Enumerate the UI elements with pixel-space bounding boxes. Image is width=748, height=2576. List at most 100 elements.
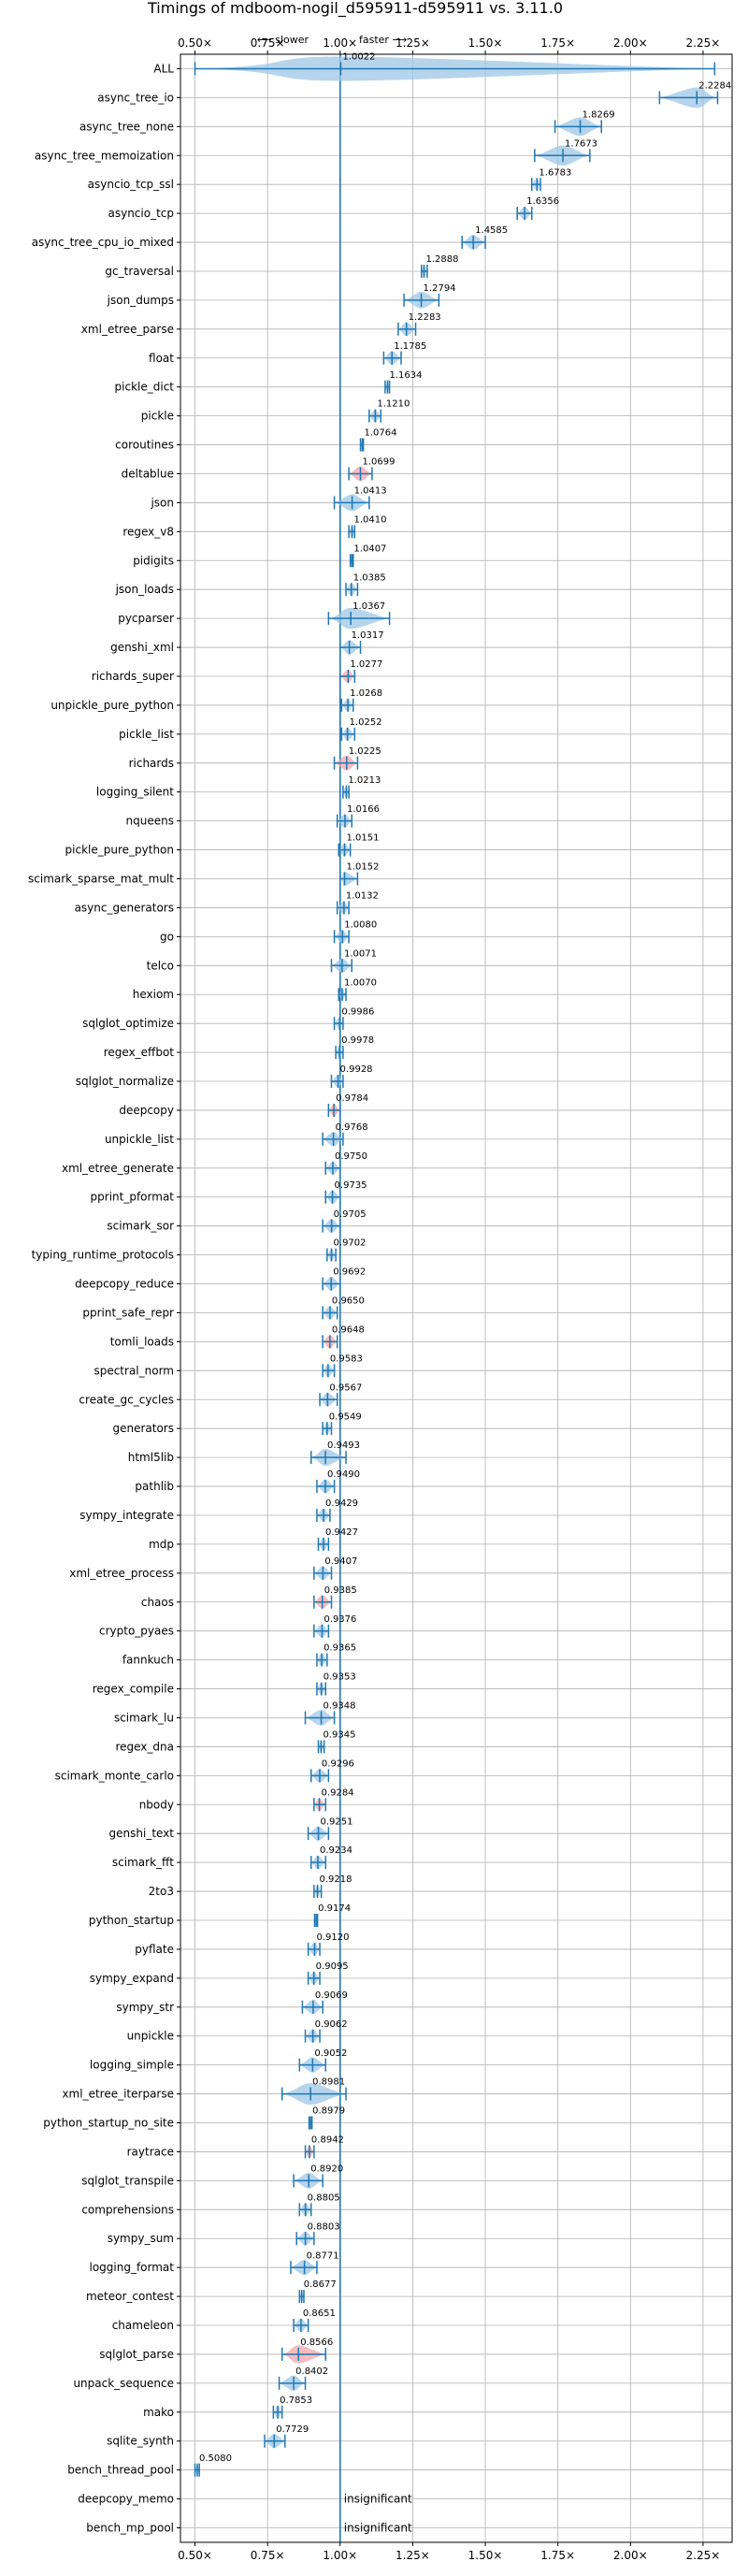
benchmark-label: sqlglot_optimize bbox=[82, 1017, 174, 1030]
benchmark-label: richards bbox=[129, 757, 174, 770]
benchmark-label: sympy_str bbox=[116, 2001, 174, 2014]
value-label: 0.9174 bbox=[318, 1903, 351, 1914]
insignificant-label: insignificant bbox=[344, 2493, 412, 2506]
insignificant-label: insignificant bbox=[344, 2522, 412, 2535]
benchmark-label: ALL bbox=[153, 62, 174, 75]
value-label: 0.9650 bbox=[332, 1296, 365, 1307]
benchmark-label: coroutines bbox=[115, 439, 174, 452]
benchmark-label: regex_dna bbox=[115, 1740, 174, 1753]
grid-layer bbox=[177, 51, 732, 2546]
value-label: 1.6356 bbox=[526, 196, 559, 207]
benchmark-label: asyncio_tcp bbox=[108, 207, 174, 220]
x-tick-label-bottom: 1.50× bbox=[468, 2549, 503, 2562]
value-label: 0.5080 bbox=[199, 2453, 232, 2464]
benchmark-label: crypto_pyaes bbox=[99, 1625, 174, 1638]
benchmark-label: comprehensions bbox=[81, 2203, 174, 2216]
benchmark-label: python_startup bbox=[89, 1914, 174, 1927]
value-label: 1.0252 bbox=[350, 717, 382, 728]
value-label: 0.8805 bbox=[308, 2192, 340, 2203]
value-label: 0.9052 bbox=[314, 2048, 347, 2059]
benchmark-label: sqlglot_normalize bbox=[76, 1075, 174, 1088]
value-label: 1.0367 bbox=[352, 601, 385, 612]
benchmark-label: regex_compile bbox=[93, 1683, 174, 1696]
benchmark-label: async_tree_cpu_io_mixed bbox=[32, 236, 174, 249]
benchmark-label: nbody bbox=[139, 1798, 174, 1811]
direction-faster-label: faster ⟶ bbox=[359, 34, 407, 46]
value-label: 0.8402 bbox=[295, 2366, 328, 2377]
value-label: 1.0071 bbox=[344, 948, 377, 959]
marks-layer bbox=[194, 54, 719, 2542]
value-label: 1.0213 bbox=[348, 775, 381, 786]
value-label: 1.0132 bbox=[346, 891, 379, 902]
value-label: 0.8920 bbox=[310, 2164, 343, 2174]
value-label: 0.9692 bbox=[333, 1267, 366, 1278]
value-label: 0.7853 bbox=[280, 2395, 312, 2406]
benchmark-label: scimark_sor bbox=[107, 1220, 174, 1233]
value-label: 0.9345 bbox=[323, 1730, 355, 1741]
benchmark-label: unpickle_pure_python bbox=[50, 699, 174, 712]
benchmark-label: 2to3 bbox=[149, 1885, 174, 1898]
value-label: 1.0413 bbox=[354, 486, 387, 497]
value-label: 0.9735 bbox=[335, 1180, 367, 1191]
benchmark-label: sqlglot_transpile bbox=[81, 2174, 174, 2187]
value-label: 1.0166 bbox=[347, 804, 380, 815]
benchmark-label: genshi_text bbox=[109, 1827, 175, 1840]
benchmark-label: genshi_xml bbox=[110, 641, 174, 654]
value-label: 0.9978 bbox=[341, 1035, 374, 1046]
value-label: 1.7673 bbox=[565, 138, 597, 149]
value-label: 0.9705 bbox=[334, 1209, 367, 1220]
value-label: 0.9768 bbox=[336, 1122, 368, 1133]
benchmark-label: sympy_sum bbox=[108, 2232, 174, 2245]
value-label: 0.8942 bbox=[311, 2135, 344, 2146]
benchmark-label: richards_super bbox=[92, 670, 174, 683]
value-label: 0.8566 bbox=[300, 2337, 333, 2348]
benchmark-label: python_startup_no_site bbox=[43, 2117, 174, 2130]
value-label: 1.0268 bbox=[350, 688, 382, 699]
benchmark-label: xml_etree_iterparse bbox=[62, 2088, 174, 2101]
value-label: 2.2284 bbox=[698, 80, 731, 91]
x-tick-label-top: 0.50× bbox=[178, 36, 212, 50]
benchmark-label: chaos bbox=[141, 1596, 174, 1609]
benchmark-label: regex_v8 bbox=[122, 525, 174, 538]
plot-frame bbox=[180, 53, 733, 2543]
value-label: 0.9385 bbox=[324, 1585, 357, 1596]
value-label: 0.9702 bbox=[334, 1238, 367, 1249]
chart-title: Timings of mdboom-nogil_d595911-d595911 … bbox=[147, 0, 563, 18]
value-label: 1.4585 bbox=[475, 225, 508, 236]
labels-layer: 0.50× 0.50× 0.75× 0.75× 1.00× 1.00× 1.25× 1.25×… bbox=[28, 36, 731, 2562]
value-label: 0.9234 bbox=[320, 1845, 352, 1856]
value-label: 0.9986 bbox=[341, 1006, 374, 1017]
benchmark-label: gc_traversal bbox=[105, 265, 174, 278]
benchmark-label: scimark_fft bbox=[112, 1856, 174, 1869]
benchmark-label: pprint_pformat bbox=[91, 1191, 175, 1204]
value-label: 0.8981 bbox=[312, 2077, 345, 2088]
benchmark-label: mako bbox=[143, 2406, 174, 2419]
value-label: 0.9062 bbox=[315, 2019, 348, 2030]
value-label: 0.9490 bbox=[327, 1469, 360, 1480]
benchmark-label: pickle bbox=[141, 410, 174, 423]
x-tick-label-top: 1.00× bbox=[323, 36, 357, 50]
benchmark-label: deltablue bbox=[122, 467, 174, 480]
x-tick-label-bottom: 2.00× bbox=[613, 2549, 648, 2562]
x-tick-label-bottom: 0.50× bbox=[178, 2549, 212, 2562]
benchmark-label: async_tree_none bbox=[79, 120, 174, 133]
benchmark-label: typing_runtime_protocols bbox=[32, 1249, 174, 1262]
x-tick-label-top: 1.25× bbox=[396, 36, 430, 50]
x-tick-label-bottom: 1.75× bbox=[540, 2549, 575, 2562]
benchmark-label: regex_effbot bbox=[104, 1046, 175, 1059]
x-tick-label-bottom: 1.25× bbox=[396, 2549, 430, 2562]
benchmark-label: scimark_monte_carlo bbox=[55, 1769, 174, 1782]
benchmark-label: generators bbox=[112, 1422, 174, 1435]
value-label: 0.8771 bbox=[307, 2250, 339, 2261]
benchmark-label: scimark_sparse_mat_mult bbox=[28, 873, 174, 886]
benchmark-label: deepcopy bbox=[119, 1104, 174, 1117]
benchmark-label: pickle_list bbox=[119, 728, 174, 741]
benchmark-label: pathlib bbox=[135, 1480, 174, 1493]
benchmark-label: fannkuch bbox=[122, 1654, 174, 1667]
value-label: 0.9429 bbox=[325, 1498, 358, 1509]
benchmark-label: json_dumps bbox=[107, 294, 174, 307]
benchmark-label: sympy_expand bbox=[90, 1972, 174, 1985]
benchmark-label: chameleon bbox=[112, 2319, 174, 2332]
value-label: 0.9427 bbox=[325, 1527, 358, 1538]
